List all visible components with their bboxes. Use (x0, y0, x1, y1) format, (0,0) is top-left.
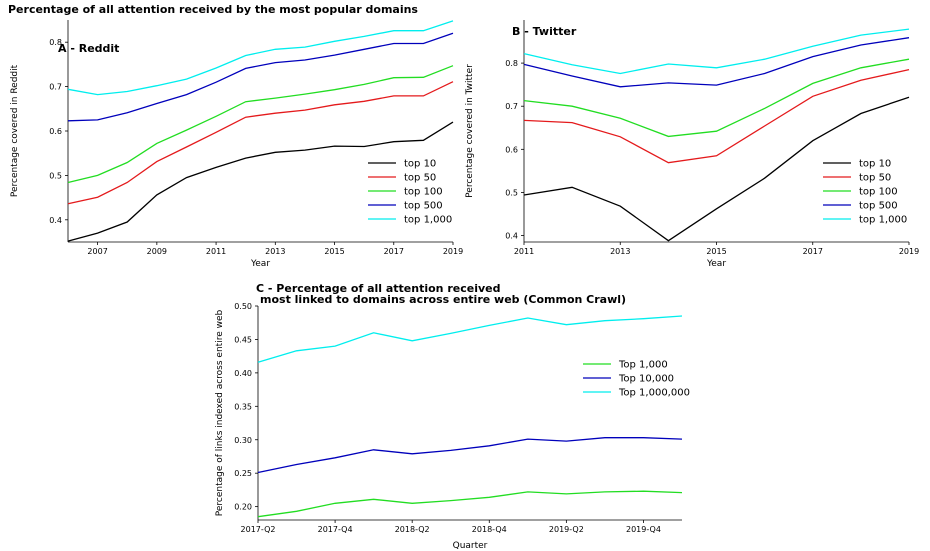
panel-title: C - Percentage of all attention received (256, 282, 501, 295)
legend-label: top 500 (404, 201, 443, 212)
figure-title: Percentage of all attention received by … (8, 3, 418, 16)
y-tick-label: 0.5 (49, 171, 62, 180)
series-line-top-1-000 (257, 490, 683, 518)
series-line-top-10 (523, 96, 910, 242)
y-tick-label: 0.25 (234, 469, 252, 478)
x-tick-label: 2011 (206, 247, 226, 256)
y-tick-label: 0.20 (234, 503, 252, 512)
y-tick-label: 0.6 (505, 145, 518, 154)
x-tick-label: 2017-Q4 (318, 525, 353, 534)
legend-label: top 10 (859, 159, 891, 170)
series-line-top-100 (67, 65, 454, 184)
x-tick-label: 2017 (384, 247, 404, 256)
x-tick-label: 2017-Q2 (241, 525, 276, 534)
series-line-top-500 (523, 37, 910, 88)
series-line-top-50 (523, 68, 910, 164)
legend-label: top 10 (404, 159, 436, 170)
y-axis-label: Percentage of links indexed across entir… (215, 309, 225, 516)
y-axis-label: Percentage covered in Twitter (465, 64, 475, 198)
series-line-top-1-000 (523, 28, 910, 75)
panel-c-common-crawl: 0.20 0.25 0.30 0.35 0.40 0.45 0.50 2017-Q2 2017-… (215, 282, 690, 551)
panel-title: A - Reddit (58, 42, 119, 55)
x-axis-label: Year (706, 259, 726, 269)
x-axis-label: Quarter (453, 541, 488, 551)
legend-label: top 500 (859, 201, 898, 212)
y-tick-label: 0.4 (49, 216, 62, 225)
y-tick-label: 0.30 (234, 436, 252, 445)
x-tick-label: 2019-Q2 (549, 525, 584, 534)
x-tick-label: 2019 (443, 247, 463, 256)
series-line-top-500 (67, 32, 454, 122)
x-tick-label: 2018-Q4 (472, 525, 507, 534)
legend-label: top 100 (859, 187, 898, 198)
x-tick-label: 2011 (514, 247, 534, 256)
y-tick-label: 0.8 (49, 38, 62, 47)
x-tick-label: 2015 (706, 247, 726, 256)
panel-subtitle: most linked to domains across entire web… (260, 293, 626, 306)
series-line-top-1-000-000 (257, 315, 683, 363)
y-tick-label: 0.6 (49, 127, 62, 136)
legend-label: top 1,000 (404, 215, 452, 226)
x-axis-label: Year (250, 259, 270, 269)
legend-label: top 50 (859, 173, 891, 184)
legend-label: Top 1,000,000 (618, 388, 690, 399)
series-line-top-10 (67, 121, 454, 242)
y-tick-label: 0.35 (234, 402, 252, 411)
x-tick-label: 2019-Q4 (626, 525, 661, 534)
legend-label: Top 1,000 (618, 360, 668, 371)
legend-label: top 100 (404, 187, 443, 198)
legend-label: Top 10,000 (618, 374, 674, 385)
y-tick-label: 0.50 (234, 302, 252, 311)
x-tick-label: 2013 (610, 247, 630, 256)
panel-a-reddit: 0.4 0.5 0.6 0.7 0.8 2007 2009 2011 2013 2015 2017 2… (10, 20, 463, 269)
x-tick-label: 2013 (265, 247, 285, 256)
panel-b-twitter: 0.4 0.5 0.6 0.7 0.8 2011 2013 2015 2017 2019 Year P… (465, 20, 919, 269)
panel-title: B - Twitter (512, 25, 577, 38)
y-tick-label: 0.8 (505, 59, 518, 68)
legend: Top 1,000 Top 10,000 Top 1,000,000 (583, 360, 690, 399)
legend: top 10 top 50 top 100 top 500 top 1,000 (368, 159, 452, 226)
x-tick-label: 2017 (803, 247, 823, 256)
legend-label: top 1,000 (859, 215, 907, 226)
legend-label: top 50 (404, 173, 436, 184)
y-tick-label: 0.7 (49, 83, 62, 92)
y-tick-label: 0.4 (505, 232, 518, 241)
y-tick-label: 0.7 (505, 102, 518, 111)
y-tick-label: 0.40 (234, 369, 252, 378)
x-tick-label: 2009 (147, 247, 167, 256)
x-tick-label: 2007 (87, 247, 107, 256)
y-tick-label: 0.5 (505, 188, 518, 197)
series-line-top-50 (67, 81, 454, 205)
series-line-top-100 (523, 58, 910, 138)
x-tick-label: 2015 (324, 247, 344, 256)
x-tick-label: 2019 (899, 247, 919, 256)
x-tick-label: 2018-Q2 (395, 525, 430, 534)
series-line-top-10-000 (257, 437, 683, 474)
y-axis-label: Percentage covered in Reddit (10, 64, 20, 197)
y-tick-label: 0.45 (234, 335, 252, 344)
legend: top 10 top 50 top 100 top 500 top 1,000 (823, 159, 907, 226)
series-line-top-1-000 (67, 20, 454, 96)
